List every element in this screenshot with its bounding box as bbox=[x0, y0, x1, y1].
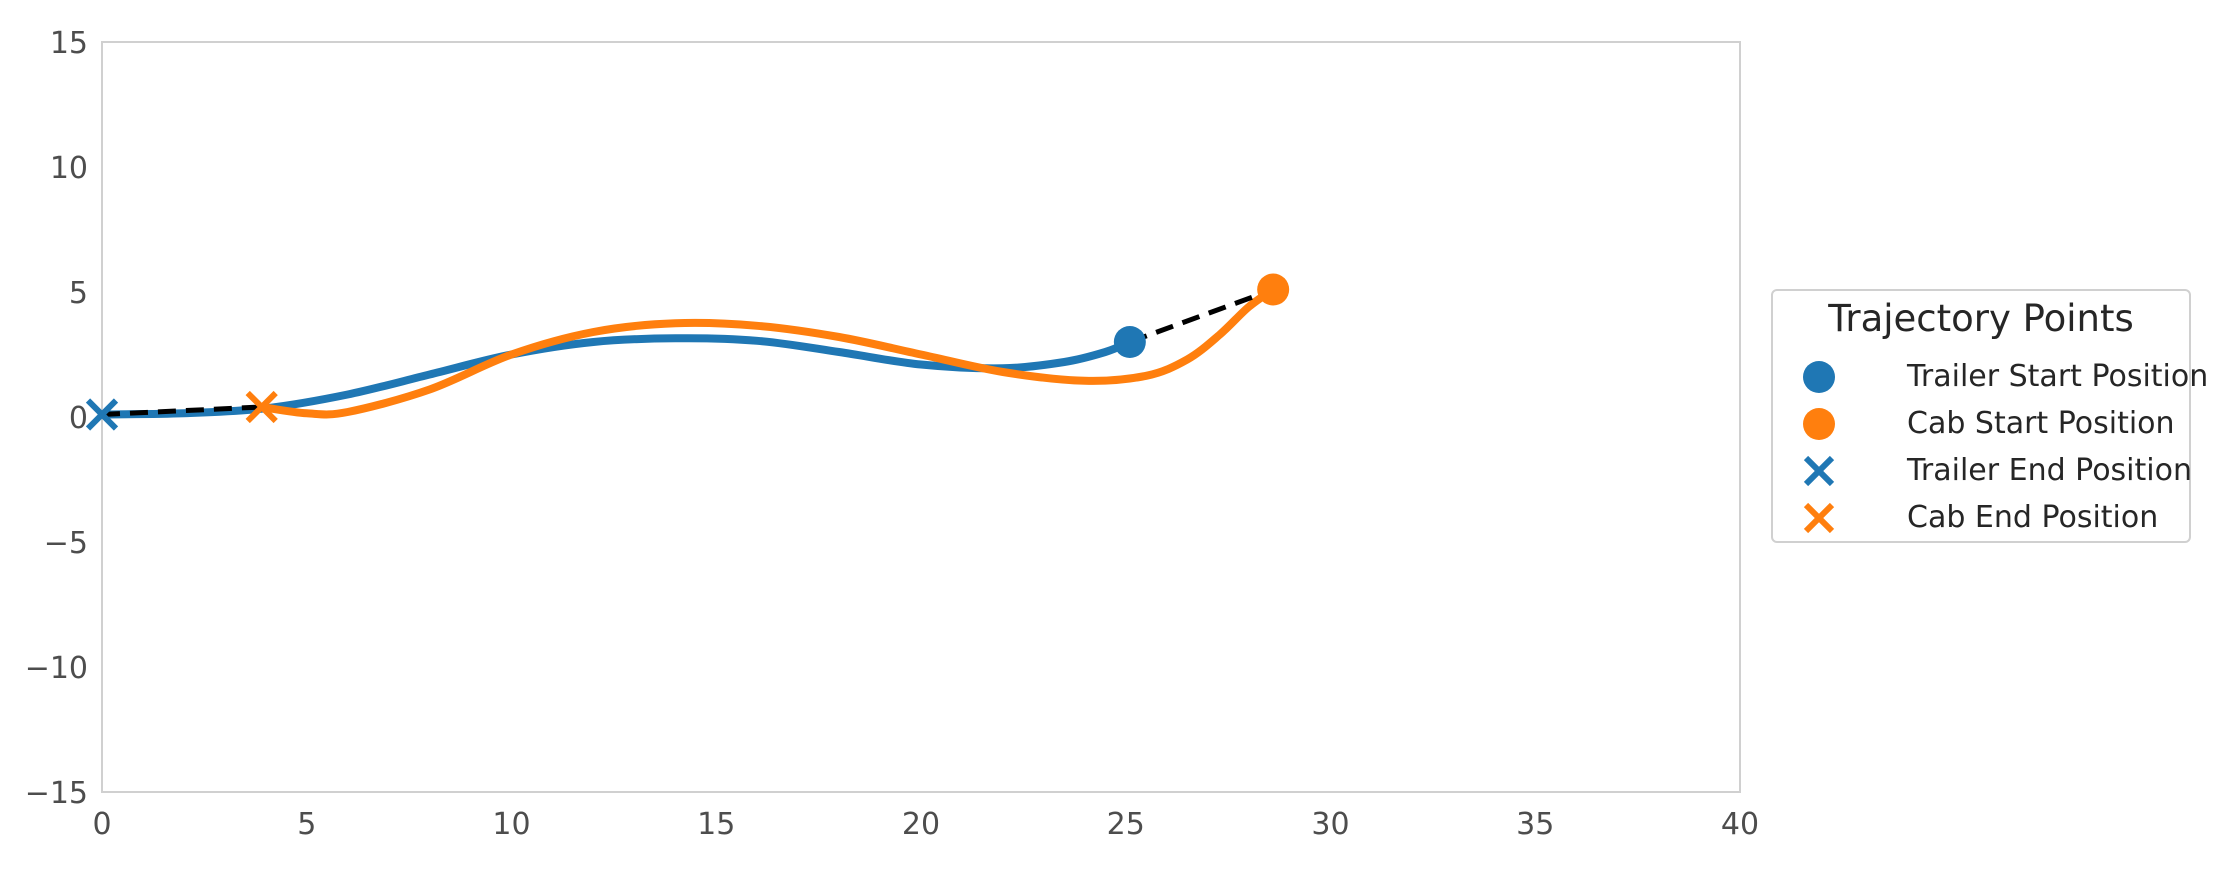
legend-item-cab-end: Cab End Position bbox=[1799, 498, 2189, 538]
legend-item-trailer-end: Trailer End Position bbox=[1799, 451, 2192, 491]
legend-item-trailer-start: Trailer Start Position bbox=[1799, 357, 2208, 397]
legend-symbol bbox=[1803, 502, 1835, 534]
x-tick-label: 5 bbox=[297, 807, 316, 842]
legend-symbol-stroke bbox=[1803, 502, 1835, 534]
y-tick-label: 0 bbox=[69, 401, 88, 436]
cab-end-position-marker-stroke bbox=[245, 390, 278, 424]
legend-symbol bbox=[1803, 361, 1835, 393]
cab-start-position-marker bbox=[1257, 273, 1290, 306]
link-layer bbox=[101, 287, 1275, 417]
plot-area-frame bbox=[101, 41, 1741, 793]
x-tick-label: 10 bbox=[492, 807, 530, 842]
y-tick-label: 5 bbox=[69, 276, 88, 311]
trailer-start-position-marker bbox=[1113, 326, 1146, 358]
y-tick-label: −10 bbox=[25, 651, 88, 686]
cab-trajectory-line bbox=[257, 285, 1278, 419]
x-tick-label: 25 bbox=[1107, 807, 1145, 842]
legend-label: Cab Start Position bbox=[1907, 406, 2175, 441]
y-tick-label: −15 bbox=[25, 776, 88, 811]
x-tick-label: 20 bbox=[902, 807, 940, 842]
y-tick-label: 10 bbox=[50, 151, 88, 186]
legend-symbol bbox=[1803, 455, 1835, 487]
legend-marker bbox=[1803, 408, 1835, 440]
x-tick-label: 0 bbox=[92, 807, 111, 842]
trailer-end-position-marker-stroke bbox=[85, 398, 119, 431]
x-tick-labels: 0 5 10 15 20 25 30 35 40 bbox=[92, 807, 1759, 842]
trailer-end-position-marker bbox=[85, 398, 119, 431]
legend: Trajectory Points Trailer Start Position… bbox=[1771, 289, 2208, 543]
series-layer bbox=[98, 285, 1278, 419]
legend-marker bbox=[1803, 361, 1835, 393]
cab-end-position-marker bbox=[245, 390, 278, 424]
x-tick-label: 35 bbox=[1516, 807, 1554, 842]
marker-layer bbox=[85, 273, 1290, 431]
y-tick-label: −5 bbox=[44, 526, 88, 561]
legend-symbol-stroke bbox=[1803, 455, 1835, 487]
legend-symbol bbox=[1803, 408, 1835, 440]
legend-label: Trailer End Position bbox=[1907, 453, 2192, 488]
legend-title: Trajectory Points bbox=[1828, 297, 2134, 340]
hitch-link-line bbox=[1128, 287, 1275, 345]
y-tick-labels: −15 −10 −5 0 5 10 15 bbox=[25, 26, 88, 811]
trailer-trajectory-line bbox=[98, 334, 1134, 419]
legend-item-cab-start: Cab Start Position bbox=[1799, 404, 2189, 444]
legend-label: Cab End Position bbox=[1907, 500, 2159, 535]
y-tick-label: 15 bbox=[50, 26, 88, 61]
legend-label: Trailer Start Position bbox=[1907, 359, 2209, 394]
x-tick-label: 30 bbox=[1311, 807, 1349, 842]
x-tick-label: 40 bbox=[1721, 807, 1759, 842]
x-tick-label: 15 bbox=[697, 807, 735, 842]
legend-marker bbox=[1803, 455, 1835, 487]
legend-marker bbox=[1803, 502, 1835, 534]
